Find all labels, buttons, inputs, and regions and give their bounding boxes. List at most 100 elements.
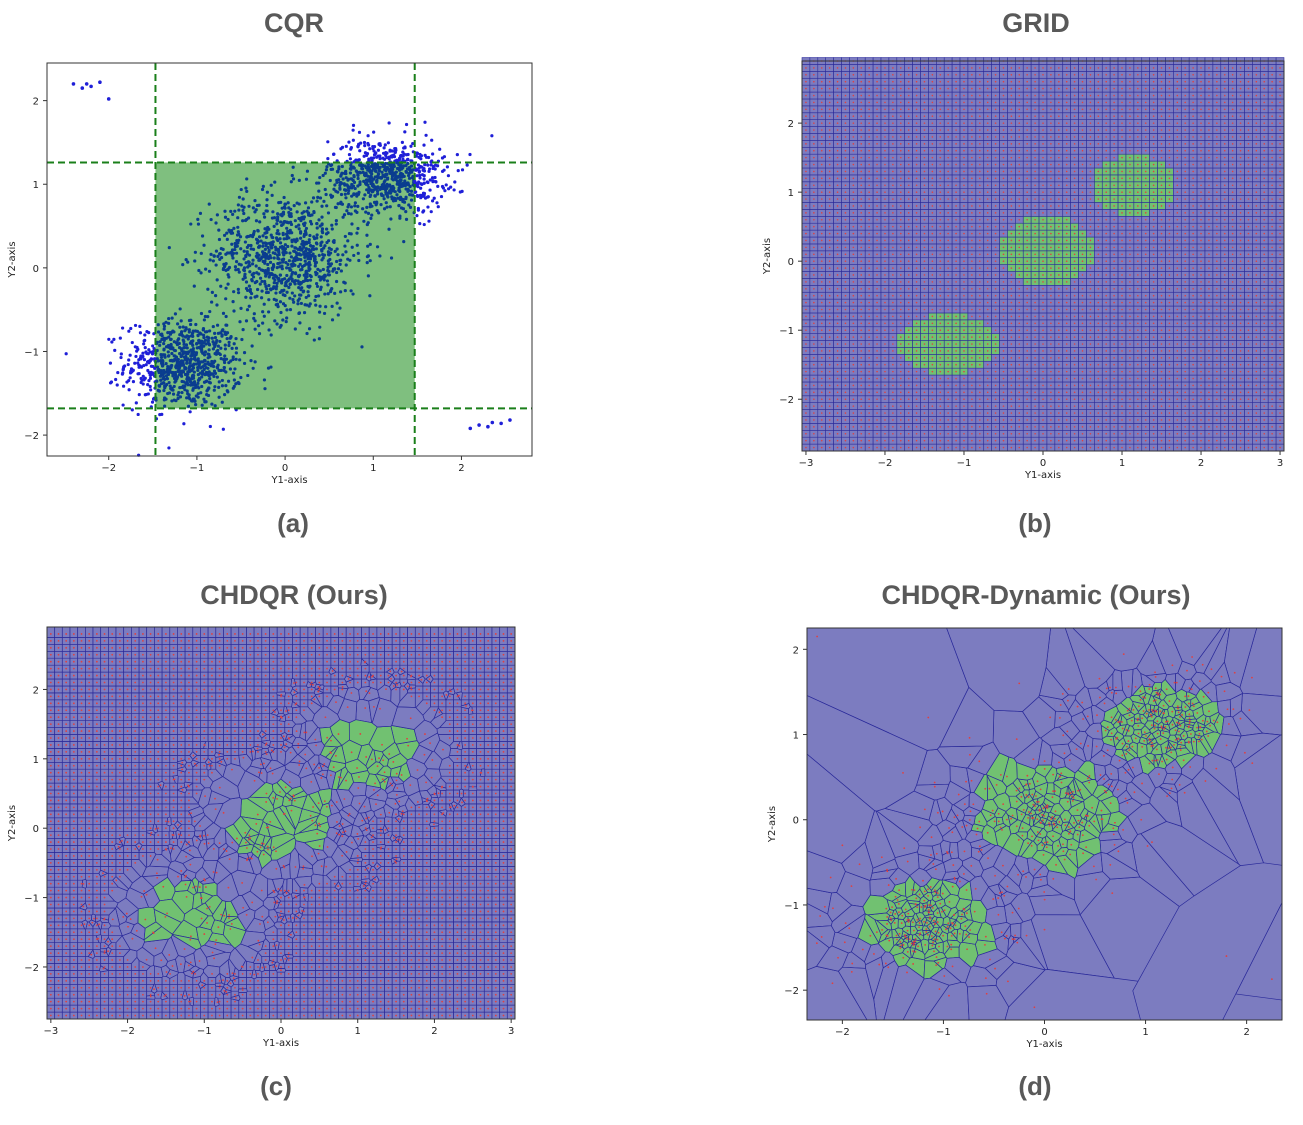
cell-center xyxy=(836,384,839,387)
cell-center xyxy=(813,329,815,332)
panel-a-ylabel: Y2-axis xyxy=(7,241,18,278)
scatter-point xyxy=(321,173,325,178)
scatter-point xyxy=(220,378,224,383)
cell-center xyxy=(805,377,807,380)
scatter-point xyxy=(273,286,278,290)
outlier-point xyxy=(486,424,490,429)
cell-center xyxy=(836,246,839,249)
cell-center xyxy=(852,294,855,297)
scatter-point xyxy=(289,214,293,218)
cell-center xyxy=(947,163,949,166)
cell-center xyxy=(852,67,855,69)
cell-center xyxy=(931,281,934,283)
cell-center xyxy=(963,391,965,394)
scatter-point xyxy=(383,168,387,172)
cell-center xyxy=(939,108,942,111)
scatter-point xyxy=(416,208,421,212)
scatter-point xyxy=(214,294,218,298)
cell-center xyxy=(971,191,973,193)
cell-center xyxy=(963,177,965,180)
cell-center xyxy=(971,398,973,401)
cell-center xyxy=(963,198,965,200)
scatter-point xyxy=(307,240,311,245)
scatter-point xyxy=(304,226,309,231)
cell-center xyxy=(978,432,981,435)
scatter-point xyxy=(303,259,307,263)
scatter-point xyxy=(242,351,247,355)
scatter-point xyxy=(258,220,262,224)
cell-center xyxy=(844,432,847,435)
cell-center xyxy=(963,267,965,269)
cell-center xyxy=(907,446,910,449)
scatter-point xyxy=(334,205,338,210)
scatter-point xyxy=(196,366,200,370)
scatter-point xyxy=(314,273,318,277)
cell-center xyxy=(947,129,949,131)
cell-center xyxy=(805,301,807,304)
scatter-point xyxy=(388,205,392,209)
cell-center xyxy=(860,322,863,325)
scatter-point xyxy=(371,145,375,149)
cell-center xyxy=(971,225,973,228)
scatter-point xyxy=(387,157,391,161)
cell-center xyxy=(805,94,807,97)
cell-center xyxy=(844,391,847,394)
scatter-point xyxy=(183,388,187,392)
cell-center xyxy=(947,239,949,242)
cell-center xyxy=(884,267,886,269)
scatter-point xyxy=(263,247,267,251)
cell-center xyxy=(876,350,878,352)
cell-center xyxy=(978,136,981,138)
scatter-point xyxy=(239,187,243,192)
scatter-point xyxy=(162,324,167,328)
cell-center xyxy=(868,115,870,118)
scatter-point xyxy=(229,231,233,235)
cell-center xyxy=(868,267,870,269)
scatter-point xyxy=(302,232,307,236)
cell-center xyxy=(868,246,870,249)
scatter-point xyxy=(171,374,175,378)
cell-center xyxy=(923,329,926,332)
scatter-point xyxy=(207,380,211,384)
cell-center xyxy=(860,446,863,449)
cell-center xyxy=(971,94,973,97)
scatter-point xyxy=(436,164,440,168)
cell-center xyxy=(876,315,878,318)
scatter-point xyxy=(265,198,269,202)
cell-center xyxy=(915,446,918,449)
scatter-point xyxy=(243,272,247,276)
scatter-point xyxy=(304,247,308,251)
scatter-point xyxy=(415,174,419,178)
cell-center xyxy=(915,301,918,304)
cell-center xyxy=(884,405,886,407)
scatter-point xyxy=(426,180,430,185)
scatter-point xyxy=(223,354,227,358)
scatter-point xyxy=(219,368,224,372)
scatter-point xyxy=(258,276,263,280)
cell-center xyxy=(884,115,886,118)
cell-center xyxy=(868,191,870,193)
scatter-point xyxy=(173,354,177,358)
cell-center xyxy=(852,315,855,318)
cell-center xyxy=(931,87,934,90)
cell-center xyxy=(978,198,981,200)
cell-center xyxy=(923,205,926,207)
scatter-point xyxy=(285,226,289,230)
scatter-point xyxy=(318,196,323,200)
cell-center xyxy=(971,343,973,345)
cell-center xyxy=(892,115,894,118)
scatter-point xyxy=(206,352,210,356)
cell-center xyxy=(947,260,949,262)
cell-center xyxy=(955,274,957,276)
scatter-point xyxy=(353,201,357,205)
scatter-point xyxy=(257,272,261,276)
cell-center xyxy=(931,80,934,83)
scatter-point xyxy=(114,377,118,382)
scatter-point xyxy=(208,376,212,381)
scatter-point xyxy=(389,256,394,260)
cell-center xyxy=(805,336,807,338)
scatter-point xyxy=(217,368,221,372)
scatter-point xyxy=(220,400,224,404)
cell-center xyxy=(963,212,965,214)
cell-center xyxy=(813,377,815,380)
